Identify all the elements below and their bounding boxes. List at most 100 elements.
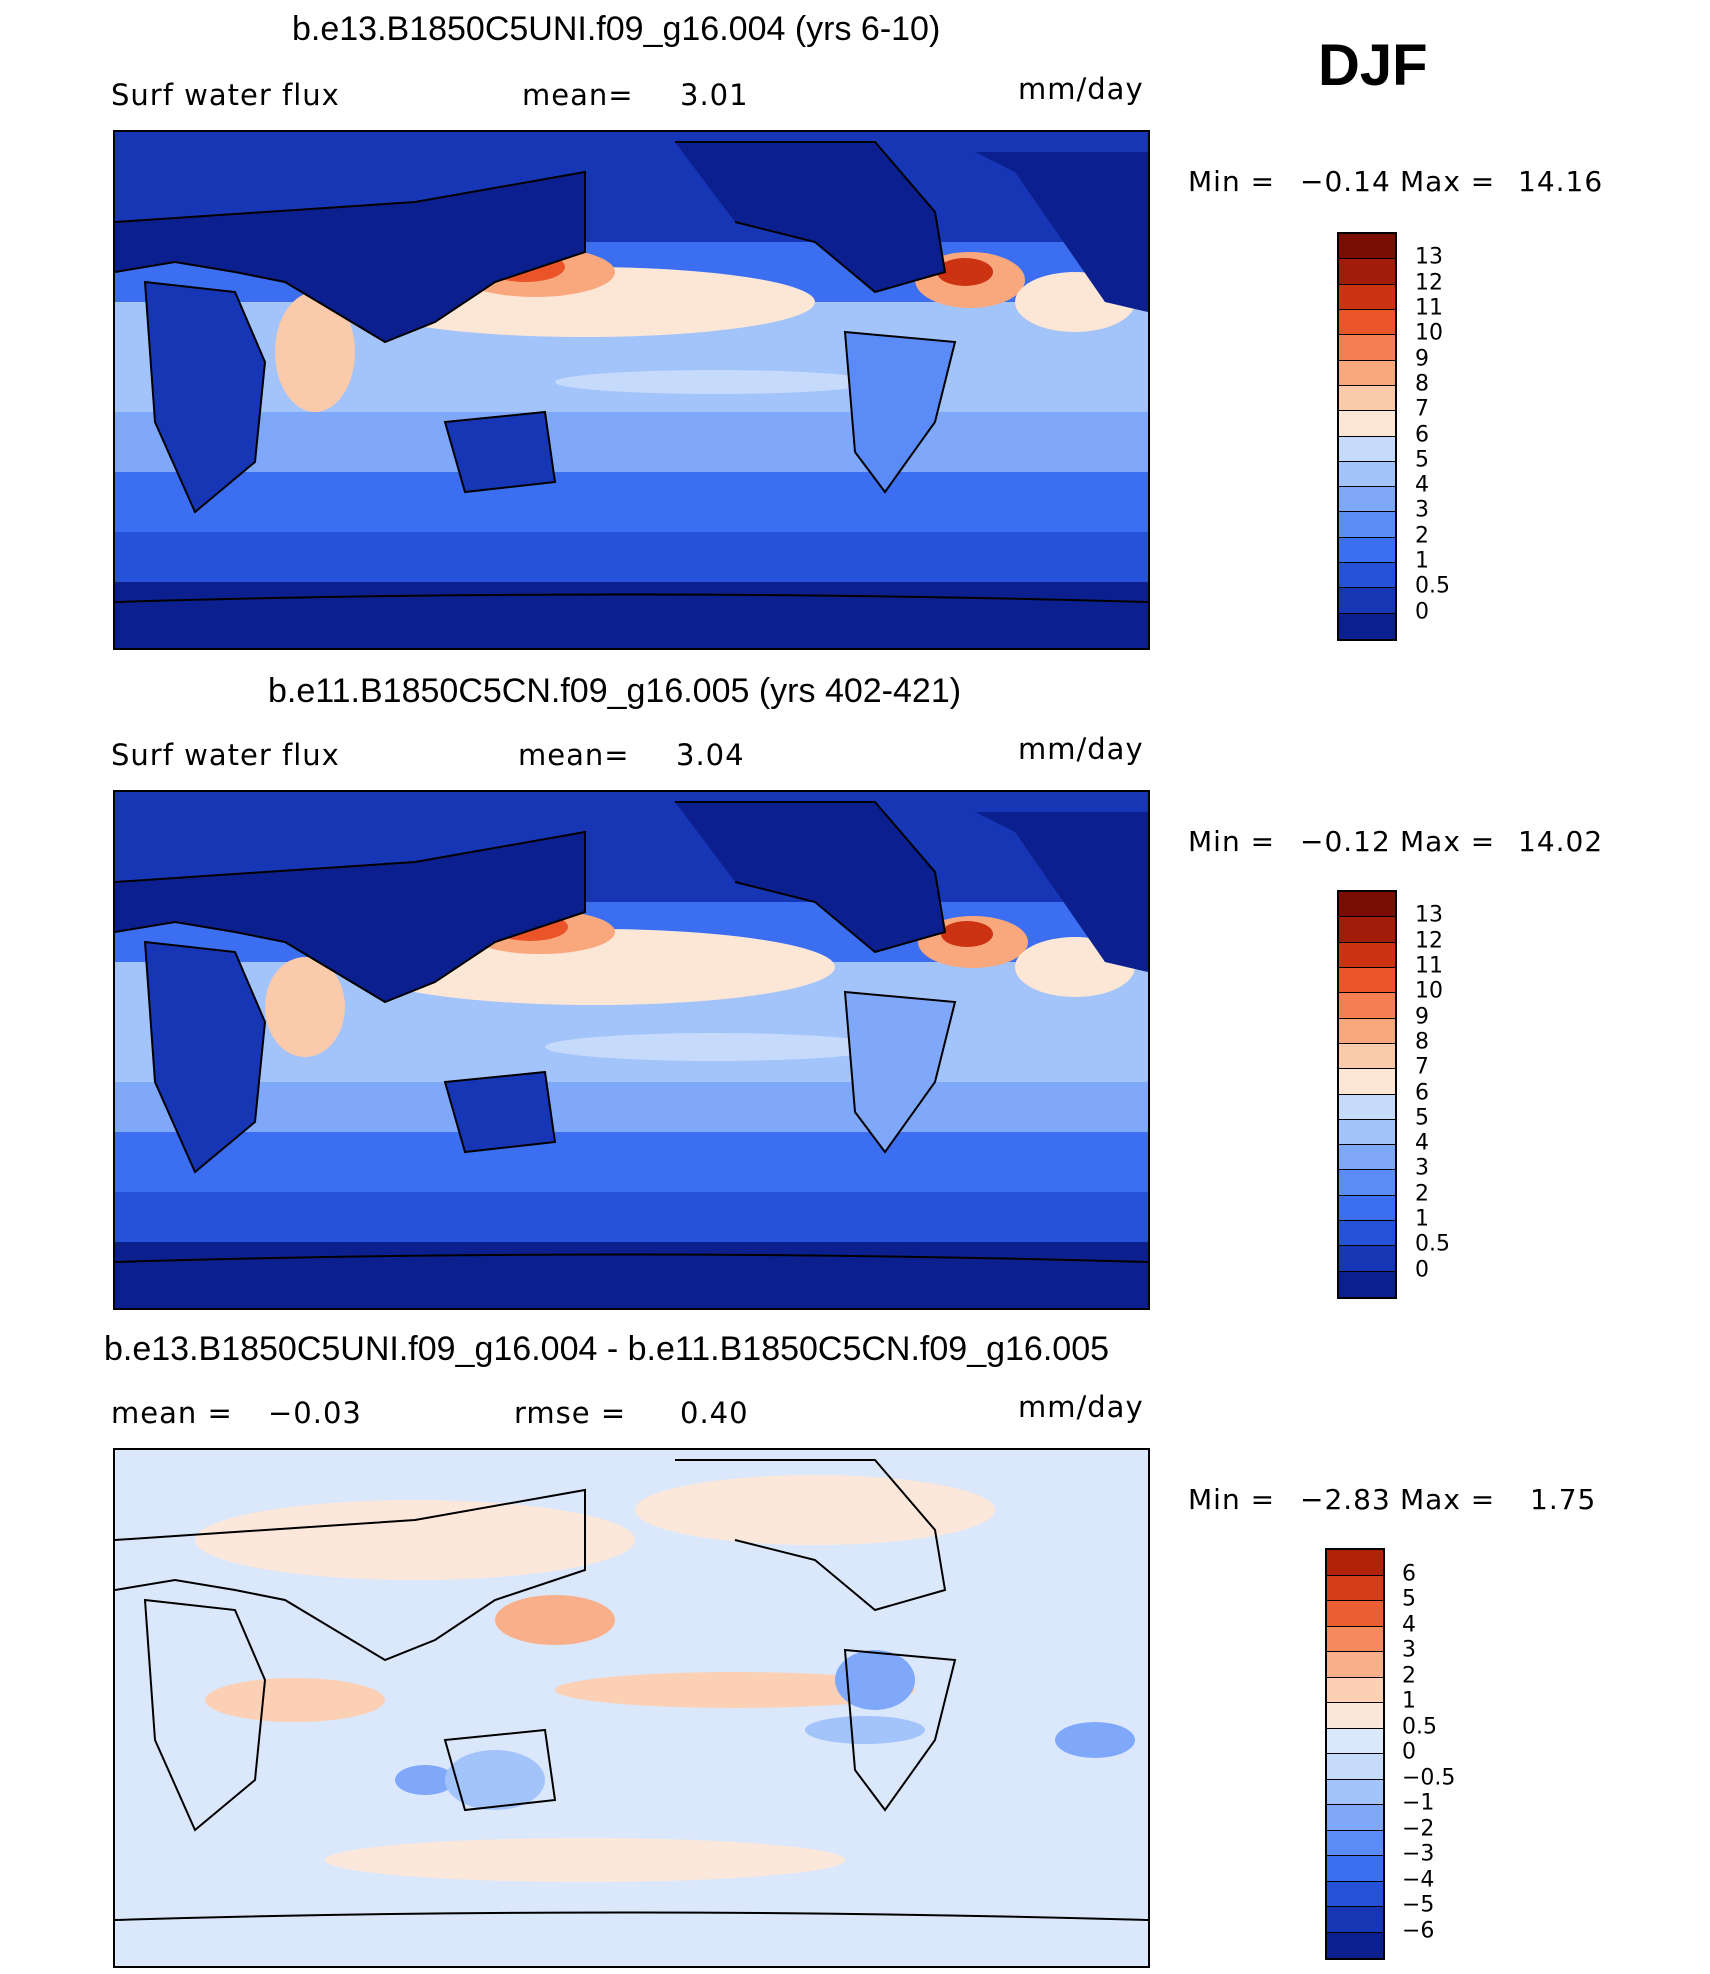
colorbar-swatch: [1327, 1932, 1383, 1958]
panel-1-max-label: Max =: [1400, 165, 1496, 198]
colorbar-swatch: [1339, 1069, 1395, 1095]
colorbar-swatch: [1339, 1043, 1395, 1070]
colorbar-swatch: [1339, 1221, 1395, 1247]
panel-2-mean-label: mean=: [518, 738, 630, 772]
colorbar-swatch: [1339, 487, 1395, 513]
panel-3-units: mm/day: [1018, 1390, 1144, 1424]
colorbar-swatch: [1339, 360, 1395, 386]
panel-3-map-svg: [115, 1450, 1148, 1966]
colorbar-swatch: [1339, 917, 1395, 943]
colorbar-swatch: [1339, 563, 1395, 589]
colorbar-swatch: [1339, 993, 1395, 1019]
panel-1-variable-label: Surf water flux: [111, 78, 340, 112]
colorbar-tick-label: 9: [1415, 1004, 1429, 1030]
panel-1-min-value: −0.14: [1300, 165, 1391, 198]
colorbar-swatch: [1339, 1018, 1395, 1044]
panel-1-map: [113, 130, 1150, 650]
panel-2-min-value: −0.12: [1300, 825, 1391, 858]
panel-3-colorbar: [1325, 1548, 1385, 1960]
panel-1-mean-label: mean=: [522, 78, 634, 112]
colorbar-tick-label: 5: [1415, 447, 1429, 473]
colorbar-tick-label: −6: [1402, 1918, 1435, 1943]
panel-2-mean-value: 3.04: [676, 738, 745, 772]
panel-2-variable-label: Surf water flux: [111, 738, 340, 772]
panel-3-mean-value: −0.03: [268, 1396, 362, 1430]
panel-1-units: mm/day: [1018, 72, 1144, 106]
colorbar-swatch: [1339, 1271, 1395, 1297]
colorbar-swatch: [1339, 942, 1395, 968]
colorbar-swatch: [1327, 1703, 1383, 1729]
colorbar-tick-label: −1: [1402, 1790, 1435, 1816]
colorbar-tick-label: 10: [1415, 320, 1443, 346]
colorbar-tick-label: 13: [1415, 902, 1443, 928]
colorbar-tick-label: −3: [1402, 1841, 1435, 1867]
colorbar-swatch: [1339, 512, 1395, 538]
colorbar-swatch: [1327, 1677, 1383, 1703]
colorbar-tick-label: 11: [1415, 295, 1443, 321]
colorbar-tick-label: 8: [1415, 371, 1429, 397]
colorbar-swatch: [1339, 284, 1395, 310]
colorbar-swatch: [1339, 411, 1395, 437]
colorbar-tick-label: 1: [1415, 1206, 1429, 1232]
colorbar-tick-label: 2: [1415, 523, 1429, 549]
colorbar-tick-label: 4: [1415, 1130, 1429, 1156]
panel-2-map: [113, 790, 1150, 1310]
colorbar-tick-label: 2: [1402, 1663, 1416, 1688]
colorbar-swatch: [1339, 461, 1395, 488]
colorbar-tick-label: 4: [1402, 1612, 1416, 1637]
colorbar-tick-label: 0: [1415, 1257, 1429, 1283]
colorbar-tick-label: 4: [1415, 472, 1429, 498]
colorbar-swatch: [1339, 309, 1395, 336]
colorbar-tick-label: 0.5: [1415, 1231, 1450, 1257]
panel-3-min-value: −2.83: [1300, 1483, 1391, 1516]
colorbar-swatch: [1327, 1907, 1383, 1933]
panel-3-max-label: Max =: [1400, 1483, 1496, 1516]
panel-2-min-label: Min =: [1188, 825, 1276, 858]
panel-1-mean-value: 3.01: [680, 78, 749, 112]
colorbar-swatch: [1339, 1119, 1395, 1146]
panel-3-mean-label: mean =: [111, 1396, 233, 1430]
panel-1-colorbar: [1337, 232, 1397, 641]
colorbar-swatch: [1339, 967, 1395, 994]
colorbar-swatch: [1327, 1754, 1383, 1780]
colorbar-swatch: [1339, 613, 1395, 639]
colorbar-swatch: [1327, 1805, 1383, 1831]
colorbar-tick-label: 7: [1415, 396, 1429, 422]
colorbar-swatch: [1327, 1830, 1383, 1856]
colorbar-swatch: [1327, 1575, 1383, 1601]
colorbar-tick-label: 7: [1415, 1054, 1429, 1080]
colorbar-tick-label: 3: [1415, 1155, 1429, 1181]
colorbar-tick-label: −4: [1402, 1867, 1435, 1892]
panel-3-title: b.e13.B1850C5UNI.f09_g16.004 - b.e11.B18…: [104, 1330, 1110, 1368]
colorbar-tick-label: 6: [1402, 1561, 1416, 1586]
colorbar-swatch: [1339, 436, 1395, 462]
colorbar-tick-label: 8: [1415, 1029, 1429, 1055]
colorbar-swatch: [1339, 892, 1395, 918]
colorbar-swatch: [1327, 1856, 1383, 1882]
colorbar-swatch: [1327, 1881, 1383, 1907]
panel-1-map-svg: [115, 132, 1148, 648]
colorbar-tick-label: −5: [1402, 1892, 1435, 1918]
colorbar-tick-label: −0.5: [1402, 1765, 1456, 1790]
panel-1-max-value: 14.16: [1518, 165, 1604, 198]
panel-3-map: [113, 1448, 1150, 1968]
panel-2-units: mm/day: [1018, 732, 1144, 766]
colorbar-swatch: [1339, 234, 1395, 260]
panel-2-colorbar: [1337, 890, 1397, 1299]
colorbar-swatch: [1339, 588, 1395, 614]
colorbar-tick-label: 1: [1402, 1688, 1416, 1714]
colorbar-swatch: [1327, 1652, 1383, 1678]
colorbar-swatch: [1339, 1094, 1395, 1120]
panel-2-max-label: Max =: [1400, 825, 1496, 858]
colorbar-tick-label: 2: [1415, 1181, 1429, 1207]
colorbar-tick-label: 5: [1402, 1586, 1416, 1612]
colorbar-tick-label: 0: [1402, 1739, 1416, 1765]
colorbar-tick-label: 10: [1415, 978, 1443, 1004]
colorbar-tick-label: 6: [1415, 1080, 1429, 1105]
colorbar-tick-label: 12: [1415, 928, 1443, 954]
colorbar-swatch: [1339, 259, 1395, 285]
panel-3-min-label: Min =: [1188, 1483, 1276, 1516]
panel-3-rmse-label: rmse =: [514, 1396, 627, 1430]
colorbar-swatch: [1339, 335, 1395, 361]
colorbar-tick-label: 0.5: [1402, 1714, 1437, 1739]
